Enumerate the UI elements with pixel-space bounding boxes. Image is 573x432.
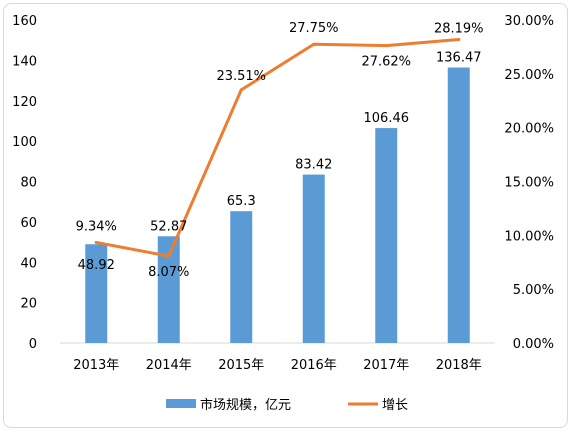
legend-line-label: 增长 [382, 398, 408, 413]
y-right-tick-label: 15.00% [504, 176, 554, 191]
bar-value-label: 48.92 [78, 258, 115, 273]
y-left-tick-label: 120 [12, 95, 37, 110]
line-value-label: 9.34% [76, 219, 117, 234]
y-right-axis: 0.00% 5.00% 10.00% 15.00% 20.00% 25.00% 30.00% [504, 14, 554, 352]
y-left-tick-label: 140 [12, 54, 37, 69]
legend-bar-swatch [166, 399, 196, 408]
bar [85, 244, 108, 343]
y-right-tick-label: 5.00% [513, 283, 554, 298]
y-left-tick-label: 0 [29, 337, 37, 352]
y-left-tick-label: 100 [12, 135, 37, 150]
bar [375, 128, 398, 343]
line-point [94, 240, 98, 244]
growth-line [94, 37, 461, 258]
line-value-label: 28.19% [434, 21, 484, 36]
bar-value-label: 52.87 [150, 219, 187, 234]
bar-value-label: 106.46 [364, 111, 410, 126]
line-value-label: 27.75% [289, 21, 339, 36]
y-right-tick-label: 25.00% [504, 68, 554, 83]
x-tick-label: 2015年 [218, 358, 264, 373]
bar-value-label: 83.42 [295, 158, 332, 173]
line-point [167, 254, 171, 258]
line-point [384, 44, 388, 48]
bar [230, 211, 253, 343]
y-left-tick-label: 160 [12, 14, 37, 29]
y-right-tick-label: 0.00% [513, 337, 554, 352]
y-left-tick-label: 80 [20, 176, 37, 191]
bar-value-label: 65.3 [227, 194, 256, 209]
bar [447, 67, 470, 343]
x-tick-label: 2016年 [291, 358, 337, 373]
line-point [312, 42, 316, 46]
x-tick-label: 2013年 [73, 358, 119, 373]
y-right-tick-label: 30.00% [504, 14, 554, 29]
chart-frame [3, 3, 568, 428]
bar-value-label: 136.47 [436, 51, 482, 66]
y-right-tick-label: 10.00% [504, 229, 554, 244]
line-value-label: 23.51% [216, 69, 266, 84]
x-tick-label: 2014年 [146, 358, 192, 373]
line-value-label: 27.62% [361, 55, 411, 70]
legend: 市场规模，亿元 增长 [166, 397, 408, 413]
y-left-tick-label: 20 [20, 297, 37, 312]
y-left-axis: 0 20 40 60 80 100 120 140 160 [12, 14, 37, 352]
legend-bar-label: 市场规模，亿元 [200, 397, 291, 413]
line-value-label: 8.07% [148, 265, 189, 280]
y-left-tick-label: 60 [20, 216, 37, 231]
y-left-tick-label: 40 [20, 256, 37, 271]
line-point [457, 37, 461, 41]
x-tick-label: 2018年 [436, 358, 482, 373]
data-labels: 48.92 52.87 65.3 83.42 106.46 136.47 9.34% 8.07… [76, 21, 484, 280]
bar [157, 236, 180, 343]
bar [302, 174, 325, 343]
line-point [239, 88, 243, 92]
y-right-tick-label: 20.00% [504, 122, 554, 137]
bar-series [85, 67, 470, 343]
x-axis: 2013年 2014年 2015年 2016年 2017年 2018年 [73, 358, 482, 373]
line-series [94, 37, 461, 258]
x-tick-label: 2017年 [363, 358, 409, 373]
